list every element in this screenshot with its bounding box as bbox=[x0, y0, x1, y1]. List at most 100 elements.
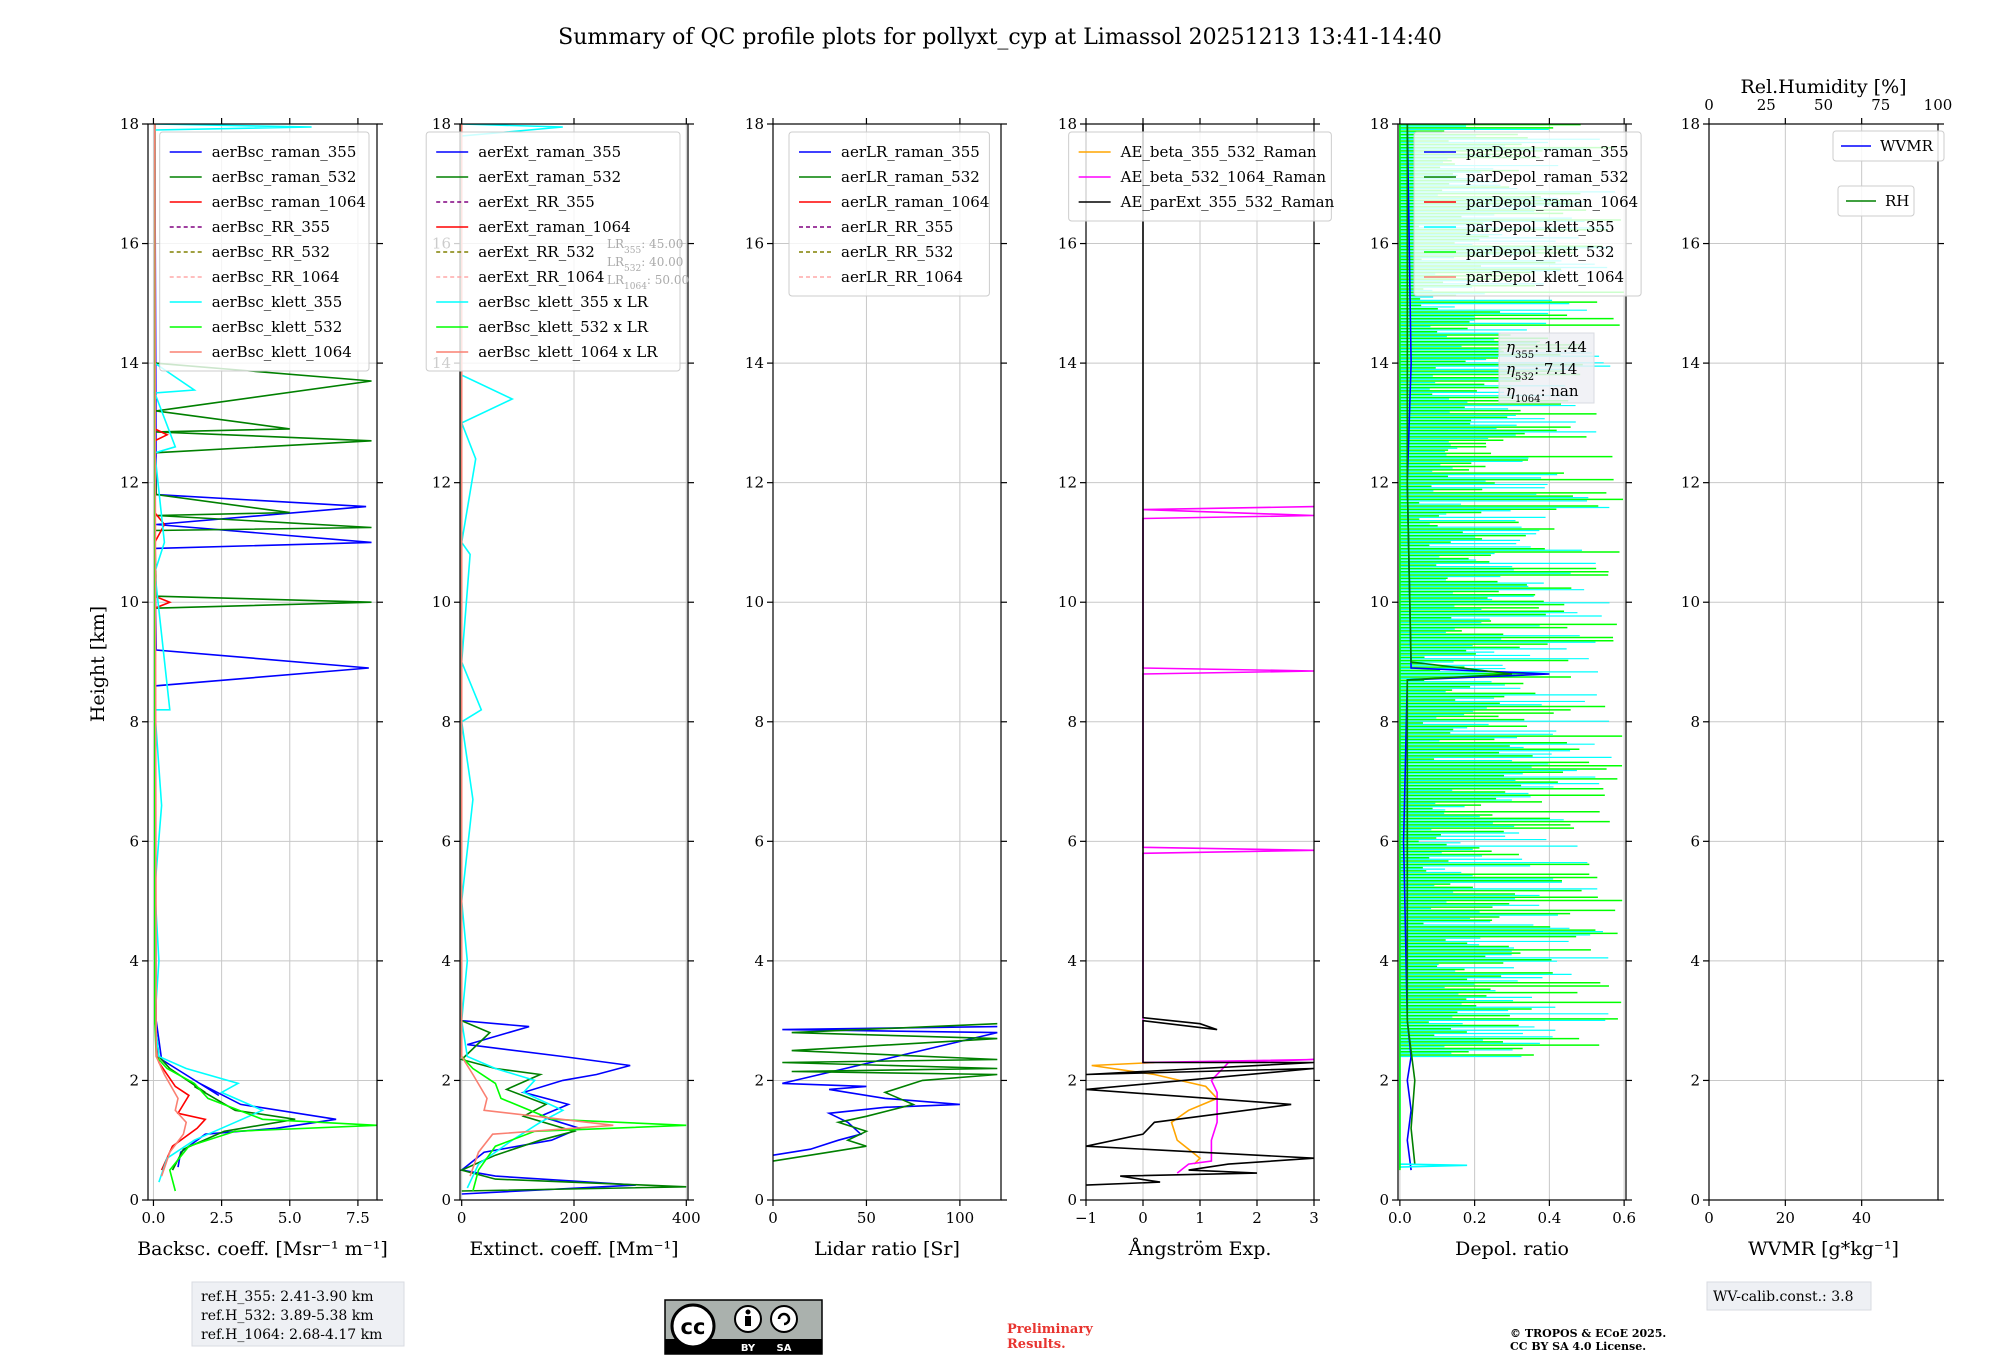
top-tick-label: 100 bbox=[1924, 96, 1953, 114]
legend-label: aerBsc_klett_1064 bbox=[212, 343, 352, 361]
x-axis-label: Depol. ratio bbox=[1455, 1238, 1569, 1260]
legend-label: aerBsc_klett_532 x LR bbox=[478, 318, 649, 336]
y-tick-label: 10 bbox=[1370, 593, 1389, 611]
y-tick-label: 0 bbox=[441, 1191, 451, 1209]
legend-label: aerBsc_RR_532 bbox=[212, 243, 330, 261]
legend-box bbox=[788, 131, 990, 297]
legend: AE_beta_355_532_Raman AE_beta_532_1064_Ra… bbox=[1068, 131, 1335, 222]
series-aerBsc-klett-355 bbox=[153, 124, 312, 1183]
legend-label: aerBsc_klett_1064 x LR bbox=[478, 343, 658, 361]
x-tick-label: 2 bbox=[1252, 1209, 1262, 1227]
y-tick-label: 12 bbox=[432, 474, 451, 492]
y-tick-label: 14 bbox=[120, 354, 139, 372]
y-tick-label: 12 bbox=[120, 474, 139, 492]
legend-label: AE_beta_532_1064_Raman bbox=[1120, 168, 1327, 186]
axes-frame bbox=[772, 123, 1002, 1201]
series-AE-beta-355-532-Raman bbox=[1091, 1061, 1219, 1165]
y-tick-label: 0 bbox=[1379, 1191, 1389, 1209]
y-tick-label: 12 bbox=[1058, 474, 1077, 492]
y-tick-label: 14 bbox=[1058, 354, 1077, 372]
series-aerBsc-klett-1064 bbox=[154, 124, 188, 1177]
y-tick-label: 6 bbox=[441, 832, 451, 850]
legend-label: aerExt_RR_1064 bbox=[478, 268, 604, 286]
series-aerBsc-klett-1064-x-LR bbox=[460, 124, 614, 1177]
series-group bbox=[1086, 124, 1314, 1186]
y-tick-label: 6 bbox=[129, 832, 139, 850]
legend-label: parDepol_klett_355 bbox=[1466, 218, 1615, 236]
legend-label: aerBsc_RR_1064 bbox=[212, 268, 340, 286]
y-tick-label: 16 bbox=[1370, 235, 1389, 253]
y-tick-label: 18 bbox=[1370, 115, 1389, 133]
ref-height-355: ref.H_355: 2.41-3.90 km bbox=[201, 1289, 374, 1305]
y-tick-label: 14 bbox=[745, 354, 764, 372]
lr-note: LR1064: 50.00 bbox=[607, 273, 689, 292]
cc-by-label: BY bbox=[741, 1343, 756, 1354]
series-aerLR-raman-532 bbox=[773, 1022, 998, 1162]
x-tick-label: 7.5 bbox=[346, 1209, 370, 1227]
y-tick-label: 6 bbox=[1690, 832, 1700, 850]
lr-note: LR355: 45.00 bbox=[607, 237, 683, 256]
panel-lr: 0 2 4 6 8 10 12 14 16 18 0 50 100 Lidar ratio [Sr] aer… bbox=[745, 115, 1007, 1260]
y-tick-label: 6 bbox=[1067, 832, 1077, 850]
y-tick-label: 12 bbox=[1681, 474, 1700, 492]
x-tick-label: 40 bbox=[1852, 1209, 1871, 1227]
y-tick-label: 2 bbox=[754, 1071, 764, 1089]
y-tick-label: 18 bbox=[1058, 115, 1077, 133]
axes-frame bbox=[1708, 123, 1939, 1201]
lr-note: LR532: 40.00 bbox=[607, 255, 683, 274]
y-tick-label: 0 bbox=[1067, 1191, 1077, 1209]
ref-height-532: ref.H_532: 3.89-5.38 km bbox=[201, 1308, 374, 1324]
y-tick-label: 4 bbox=[1379, 952, 1389, 970]
series-aerExt-raman-532 bbox=[460, 124, 687, 1192]
y-tick-label: 2 bbox=[441, 1071, 451, 1089]
share-alike-icon-arrow bbox=[777, 1312, 791, 1326]
legend-label: parDepol_klett_532 bbox=[1466, 243, 1615, 261]
cc-logo-icon bbox=[670, 1303, 716, 1349]
series-aerLR-raman-355 bbox=[773, 1025, 998, 1156]
legend-label: aerExt_RR_532 bbox=[478, 243, 595, 261]
legend-label: parDepol_raman_532 bbox=[1466, 168, 1629, 186]
legend-label: AE_beta_355_532_Raman bbox=[1120, 143, 1317, 161]
y-tick-label: 4 bbox=[441, 952, 451, 970]
y-tick-label: 2 bbox=[1690, 1071, 1700, 1089]
attribution-icon-body bbox=[745, 1316, 751, 1326]
x-tick-label: 200 bbox=[560, 1209, 589, 1227]
legend: aerExt_raman_355 aerExt_raman_532 aerExt_R… bbox=[425, 131, 681, 372]
y-tick-label: 0 bbox=[129, 1191, 139, 1209]
y-tick-label: 10 bbox=[120, 593, 139, 611]
x-tick-label: 0.6 bbox=[1612, 1209, 1636, 1227]
y-tick-label: 12 bbox=[1370, 474, 1389, 492]
y-tick-label: 4 bbox=[1690, 952, 1700, 970]
x-tick-label: 0.0 bbox=[1388, 1209, 1412, 1227]
x-tick-label: 50 bbox=[857, 1209, 876, 1227]
wv-calib-text: WV-calib.const.: 3.8 bbox=[1713, 1289, 1853, 1305]
y-tick-label: 4 bbox=[1067, 952, 1077, 970]
series-group bbox=[773, 1022, 998, 1162]
y-tick-label: 8 bbox=[441, 713, 451, 731]
legend-label: aerLR_RR_1064 bbox=[841, 268, 963, 286]
y-tick-label: 12 bbox=[745, 474, 764, 492]
x-tick-label: 0.0 bbox=[142, 1209, 166, 1227]
legend-label: aerLR_raman_1064 bbox=[841, 193, 989, 211]
legend-label: aerBsc_klett_355 bbox=[212, 293, 343, 311]
attribution-icon-head bbox=[745, 1309, 751, 1315]
legend-label: aerExt_raman_355 bbox=[478, 143, 621, 161]
x-tick-label: 1 bbox=[1195, 1209, 1205, 1227]
ref-height-1064: ref.H_1064: 2.68-4.17 km bbox=[201, 1327, 382, 1343]
panel-bsc: 0 2 4 6 8 10 12 14 16 18 0.0 2.5 5.0 7.5 Backsc. coeff… bbox=[120, 115, 388, 1260]
series-aerBsc-klett-532-x-LR bbox=[460, 124, 687, 1192]
y-tick-label: 18 bbox=[745, 115, 764, 133]
legend-label: aerLR_raman_355 bbox=[841, 143, 980, 161]
copyright-line-1: © TROPOS & ECoE 2025. bbox=[1510, 1327, 1666, 1340]
axes-frame bbox=[1397, 123, 1627, 1201]
cc-license-badge: cc BY SA bbox=[664, 1299, 823, 1355]
legend-box bbox=[1413, 131, 1642, 297]
y-tick-label: 0 bbox=[1690, 1191, 1700, 1209]
y-tick-label: 2 bbox=[129, 1071, 139, 1089]
y-tick-label: 16 bbox=[120, 235, 139, 253]
y-tick-label: 14 bbox=[1370, 354, 1389, 372]
top-tick-label: 75 bbox=[1871, 96, 1890, 114]
y-tick-label: 18 bbox=[120, 115, 139, 133]
legend: aerLR_raman_355 aerLR_raman_532 aerLR_rama… bbox=[788, 131, 990, 297]
x-tick-label: 0 bbox=[457, 1209, 467, 1227]
